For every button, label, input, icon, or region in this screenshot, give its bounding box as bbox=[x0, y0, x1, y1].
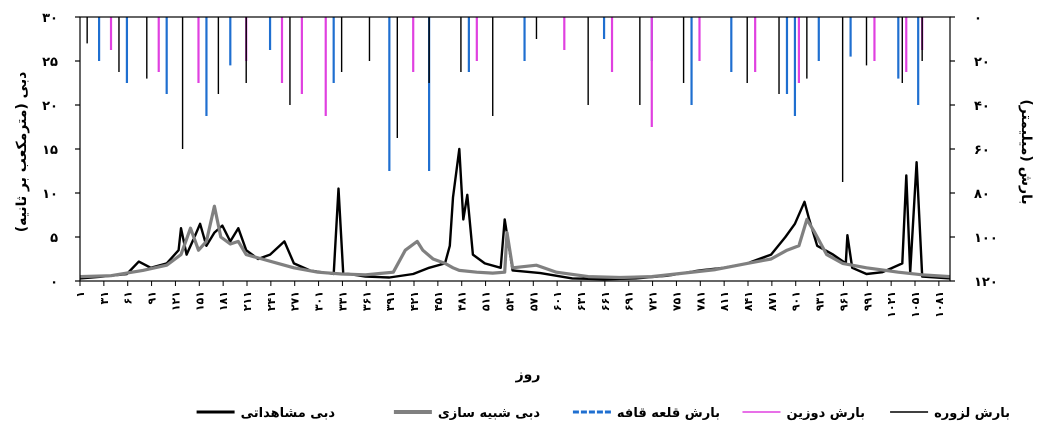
x-tick-label: ۶۰۱ bbox=[551, 291, 564, 311]
legend-label: دبی شبیه سازی bbox=[438, 406, 540, 421]
x-tick-label: ۳۱ bbox=[98, 291, 111, 304]
legend-item: دبی مشاهداتی bbox=[196, 406, 336, 421]
right-tick-label: ۲۰ bbox=[974, 55, 990, 70]
rain-series-2 bbox=[86, 17, 923, 182]
simulated-discharge-line bbox=[79, 204, 951, 280]
x-tick-label: ۱۸۱ bbox=[217, 291, 230, 311]
x-tick-label: ۵۴۱ bbox=[503, 291, 516, 311]
x-tick-label: ۷۵۱ bbox=[670, 291, 683, 311]
legend-label: بارش لزوره bbox=[934, 406, 1010, 421]
x-tick-label: ۱۵۱ bbox=[193, 291, 206, 311]
left-tick-label: ۳۰ bbox=[42, 11, 58, 26]
legend: بارش لزوره بارش دوزین بارش قلعه قافه دبی شب… bbox=[196, 406, 1010, 421]
discharge-lines bbox=[79, 147, 951, 281]
x-tick-label: ۸۷۱ bbox=[766, 291, 779, 311]
x-tick-label: ۱ bbox=[74, 291, 87, 298]
right-tick-label: ۱۰۰ bbox=[974, 231, 998, 246]
left-y-axis: ۰ ۵ ۱۰ ۱۵ ۲۰ ۲۵ ۳۰ bbox=[42, 11, 80, 290]
x-tick-label: ۹۳۱ bbox=[814, 291, 827, 311]
x-tick-label: ۸۴۱ bbox=[742, 291, 755, 311]
observed-discharge-line bbox=[79, 147, 951, 281]
x-tick-label: ۱۲۱ bbox=[169, 291, 182, 311]
right-tick-label: ۸۰ bbox=[974, 187, 990, 202]
rain-series-0 bbox=[97, 17, 920, 171]
x-tick-label: ۹۶۱ bbox=[837, 291, 850, 311]
x-tick-label: ۹۱ bbox=[146, 291, 159, 304]
legend-item: دبی شبیه سازی bbox=[393, 406, 540, 421]
x-tick-label: ۶۳۱ bbox=[575, 291, 588, 311]
x-tick-label: ۶۱ bbox=[122, 291, 135, 304]
x-tick-label: ۱۰۲۱ bbox=[885, 291, 898, 318]
x-tick-label: ۶۹۱ bbox=[623, 291, 636, 311]
left-tick-label: ۲۰ bbox=[42, 99, 58, 114]
right-y-axis: ۰ ۲۰ ۴۰ ۶۰ ۸۰ ۱۰۰ ۱۲۰ bbox=[950, 11, 998, 290]
x-tick-label: ۴۲۱ bbox=[408, 291, 421, 311]
left-tick-label: ۵ bbox=[50, 231, 58, 246]
x-tick-label: ۷۲۱ bbox=[647, 291, 660, 311]
x-tick-label: ۴۸۱ bbox=[456, 291, 469, 311]
x-tick-label: ۵۱۱ bbox=[480, 291, 493, 311]
left-tick-label: ۱۰ bbox=[42, 187, 58, 202]
right-tick-label: ۱۲۰ bbox=[974, 275, 998, 290]
precipitation-bars bbox=[86, 17, 924, 182]
left-axis-title: دبی (مترمکعب بر ثانیه) bbox=[14, 72, 30, 233]
x-tick-label: ۲۱۱ bbox=[241, 291, 254, 311]
legend-label: بارش قلعه قافه bbox=[617, 406, 720, 421]
x-tick-label: ۲۷۱ bbox=[289, 291, 302, 311]
x-tick-label: ۵۷۱ bbox=[527, 291, 540, 311]
x-tick-label: ۹۹۱ bbox=[861, 291, 874, 311]
right-axis-title: بارش (میلیمتر) bbox=[1018, 99, 1034, 204]
x-tick-label: ۳۳۱ bbox=[336, 291, 349, 311]
legend-label: بارش دوزین bbox=[786, 406, 865, 421]
legend-item: بارش قلعه قافه bbox=[572, 406, 720, 421]
legend-item: بارش لزوره bbox=[890, 406, 1010, 421]
left-tick-label: ۱۵ bbox=[42, 143, 58, 158]
right-tick-label: ۶۰ bbox=[974, 143, 990, 158]
x-tick-label: ۹۰۱ bbox=[790, 291, 803, 311]
left-tick-label: ۲۵ bbox=[42, 55, 58, 70]
right-tick-label: ۴۰ bbox=[974, 99, 990, 114]
x-tick-label: ۳۶۱ bbox=[360, 291, 373, 311]
x-tick-label: ۷۸۱ bbox=[694, 291, 707, 311]
x-axis: ۱ ۳۱ ۶۱ ۹۱ ۱۲۱ ۱۵۱ ۱۸۱ ۲۱۱ ۲۴۱ ۲۷۱ ۳۰۱ ۳۳۱ ۳۶۱ ۳۹۱ ۴۲۱… bbox=[74, 281, 946, 318]
x-tick-label: ۲۴۱ bbox=[265, 291, 278, 311]
x-tick-label: ۴۵۱ bbox=[432, 291, 445, 311]
x-axis-title: روز bbox=[515, 367, 541, 383]
x-tick-label: ۳۹۱ bbox=[384, 291, 397, 311]
legend-label: دبی مشاهداتی bbox=[241, 406, 336, 421]
x-tick-label: ۳۰۱ bbox=[313, 291, 326, 311]
x-tick-label: ۱۰۸۱ bbox=[933, 291, 946, 318]
left-tick-label: ۰ bbox=[50, 275, 58, 290]
right-tick-label: ۰ bbox=[974, 11, 982, 26]
rain-series-1 bbox=[109, 17, 924, 127]
x-tick-label: ۸۱۱ bbox=[718, 291, 731, 311]
x-tick-label: ۶۶۱ bbox=[599, 291, 612, 311]
legend-item: بارش دوزین bbox=[742, 406, 865, 421]
x-tick-label: ۱۰۵۱ bbox=[909, 291, 922, 318]
